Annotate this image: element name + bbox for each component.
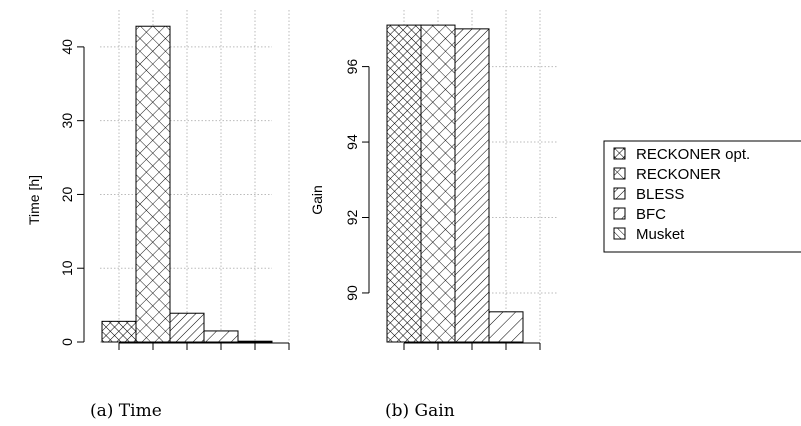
gain-chart-ylabel: Gain [309, 185, 325, 215]
time-chart-caption: (a) Time [90, 401, 162, 421]
legend-swatch [613, 167, 626, 180]
legend-label: BLESS [636, 186, 684, 203]
time-chart-ylabel: Time [h] [26, 175, 42, 225]
gain-chart-y-tick-label: 94 [344, 134, 360, 150]
legend-swatch [613, 187, 626, 200]
gain-chart: 90 92 94 96 Gain (b) Gain [309, 10, 557, 421]
time-chart-bar-bfc [203, 330, 239, 343]
legend: RECKONER opt. RECKONER BLESS BFC Musket [603, 140, 801, 253]
gain-chart-bars [386, 24, 524, 343]
gain-chart-axes: 90 92 94 96 [344, 59, 541, 350]
time-chart-bars [101, 25, 273, 343]
time-chart-y-tick-label: 40 [59, 39, 75, 55]
gain-chart-y-tick-label: 92 [344, 210, 360, 226]
legend-label: BFC [636, 206, 666, 223]
time-chart-bar-bless [101, 320, 137, 343]
time-chart-axes: 0 10 20 30 40 [59, 39, 290, 350]
time-chart-y-tick-label: 0 [59, 338, 75, 346]
legend-label: Musket [636, 226, 685, 243]
legend-swatch [613, 227, 626, 240]
time-chart-bar-musket [237, 340, 273, 343]
legend-swatch [613, 147, 626, 160]
legend-box [603, 140, 801, 253]
gain-chart-y-tick-label: 90 [344, 285, 360, 301]
gain-chart-bar-reckoner [420, 24, 456, 343]
legend-swatch [613, 207, 626, 220]
time-chart-grid [100, 10, 290, 343]
time-chart: 0 10 20 30 40 Time [h] (a) Time [26, 10, 290, 421]
time-chart-y-tick-label: 30 [59, 113, 75, 129]
time-chart-bar-reckoner-opt [169, 312, 205, 343]
gain-chart-bar-bfc [488, 311, 524, 343]
time-chart-bar-reckoner [135, 25, 171, 343]
legend-label: RECKONER opt. [636, 146, 750, 163]
time-chart-y-tick-label: 20 [59, 186, 75, 202]
gain-chart-y-tick-label: 96 [344, 59, 360, 75]
gain-chart-bar-bless [454, 28, 490, 343]
legend-label: RECKONER [636, 166, 721, 183]
time-chart-y-tick-label: 10 [59, 260, 75, 276]
gain-chart-bar-reckoner-opt [386, 24, 422, 343]
gain-chart-caption: (b) Gain [385, 401, 455, 421]
